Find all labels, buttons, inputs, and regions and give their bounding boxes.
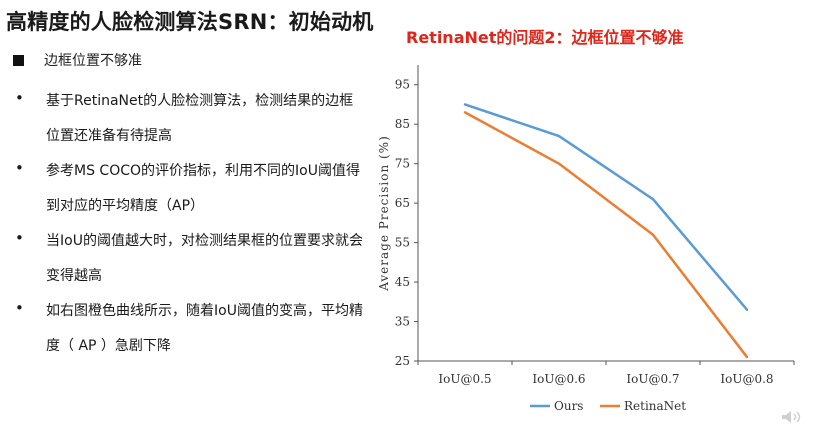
bullet-dot-icon: •	[15, 229, 24, 247]
y-tick-label: 75	[395, 157, 410, 171]
legend-label: RetinaNet	[624, 399, 686, 413]
bullet-item: • 参考MS COCO的评价指标，利用不同的IoU阈值得到对应的平均精度（AP）	[15, 154, 365, 224]
data-point-retinanet	[745, 355, 749, 359]
x-tick-label: IoU@0.5	[438, 372, 491, 386]
y-tick-label: 35	[395, 315, 410, 329]
line-chart: 25 35 45 55 65 75 85 95 IoU@0.5 IoU@0.6 IoU@0.7 IoU…	[377, 65, 795, 413]
bullet-item: • 基于RetinaNet的人脸检测算法，检测结果的边框位置还准备有待提高	[15, 84, 365, 154]
y-tick-label: 55	[395, 236, 410, 250]
bullet-dot-icon: •	[15, 299, 24, 317]
y-tick-label: 25	[395, 354, 410, 368]
y-tick-label: 95	[395, 78, 410, 92]
data-point-ours	[557, 134, 561, 138]
x-tick-label: IoU@0.8	[720, 372, 773, 386]
bullet-list: • 基于RetinaNet的人脸检测算法，检测结果的边框位置还准备有待提高 • 参考…	[15, 84, 365, 364]
bullet-item: • 当IoU的阈值越大时，对检测结果框的位置要求就会变得越高	[15, 224, 365, 294]
data-point-retinanet	[557, 162, 561, 165]
bullet-dot-icon: •	[15, 89, 24, 107]
speaker-icon	[782, 411, 801, 423]
square-bullet-icon	[13, 54, 24, 66]
series-line-retinanet	[464, 111, 748, 358]
x-tick-label: IoU@0.7	[626, 372, 679, 386]
y-tick-label: 45	[395, 275, 410, 289]
bullet-text: 当IoU的阈值越大时，对检测结果框的位置要求就会变得越高	[46, 233, 363, 284]
data-point-ours	[463, 103, 467, 106]
bullet-text: 如右图橙色曲线所示，随着IoU阈值的变高，平均精度（ AP ）急剧下降	[46, 303, 363, 354]
y-axis-label: Average Precision (%)	[377, 135, 391, 292]
legend-label: Ours	[554, 399, 583, 413]
data-point-ours	[651, 197, 655, 201]
bullet-text: 基于RetinaNet的人脸检测算法，检测结果的边框位置还准备有待提高	[46, 93, 354, 144]
series-line-ours	[464, 103, 748, 311]
x-tick-label: IoU@0.6	[532, 372, 585, 386]
bullet-dot-icon: •	[15, 159, 24, 177]
chart-title: RetinaNet的问题2：边框位置不够准	[406, 28, 684, 47]
slide-title: 高精度的人脸检测算法SRN：初始动机	[6, 10, 374, 34]
bullet-text: 参考MS COCO的评价指标，利用不同的IoU阈值得到对应的平均精度（AP）	[46, 163, 360, 214]
section-heading: 边框位置不够准	[13, 50, 142, 70]
bullet-item: • 如右图橙色曲线所示，随着IoU阈值的变高，平均精度（ AP ）急剧下降	[15, 294, 365, 364]
data-point-ours	[745, 308, 749, 311]
y-tick-label: 65	[395, 196, 410, 210]
data-point-retinanet	[463, 111, 467, 114]
y-tick-label: 85	[395, 117, 410, 131]
data-point-retinanet	[651, 233, 655, 236]
section-heading-text: 边框位置不够准	[44, 53, 142, 69]
